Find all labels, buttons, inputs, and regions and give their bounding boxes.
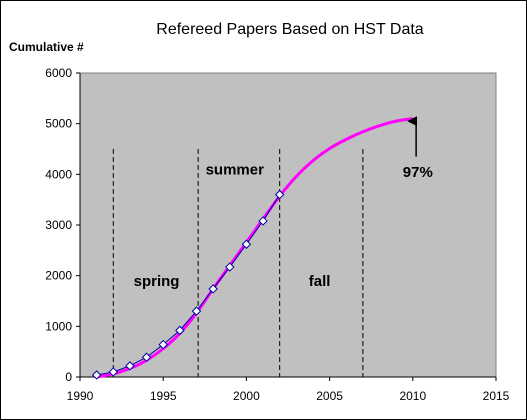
y-tick-label: 2000 bbox=[45, 269, 72, 283]
y-tick-label: 6000 bbox=[45, 66, 72, 80]
data-point bbox=[208, 284, 218, 294]
x-tick-label: 2005 bbox=[316, 389, 343, 403]
x-tick-label: 2010 bbox=[399, 389, 426, 403]
annotation-label: summer bbox=[206, 161, 265, 178]
y-tick-label: 0 bbox=[65, 370, 72, 384]
annotation-label: fall bbox=[309, 273, 331, 290]
y-tick-label: 1000 bbox=[45, 319, 72, 333]
data-point bbox=[175, 325, 185, 336]
x-tick-label: 1995 bbox=[150, 389, 177, 403]
data-point bbox=[258, 216, 268, 226]
plot-area bbox=[79, 72, 497, 378]
data-point bbox=[141, 352, 152, 362]
data-point bbox=[91, 370, 102, 380]
data-point bbox=[108, 367, 118, 377]
data-point bbox=[241, 239, 252, 249]
data-point bbox=[125, 361, 135, 371]
y-axis-label: Cumulative # bbox=[9, 40, 84, 54]
y-tick-label: 5000 bbox=[45, 117, 72, 131]
y-tick-label: 4000 bbox=[45, 167, 72, 181]
x-tick-label: 2000 bbox=[233, 389, 260, 403]
data-point bbox=[191, 306, 202, 316]
y-tick-label: 3000 bbox=[45, 218, 72, 232]
data-point bbox=[225, 262, 235, 272]
chart-title: Refereed Papers Based on HST Data bbox=[156, 21, 424, 38]
x-tick-label: 1990 bbox=[67, 389, 94, 403]
data-point bbox=[274, 189, 285, 200]
data-point bbox=[158, 339, 168, 350]
annotation-label: 97% bbox=[403, 164, 433, 181]
annotation-label: spring bbox=[134, 273, 180, 290]
x-tick-label: 2015 bbox=[483, 389, 510, 403]
